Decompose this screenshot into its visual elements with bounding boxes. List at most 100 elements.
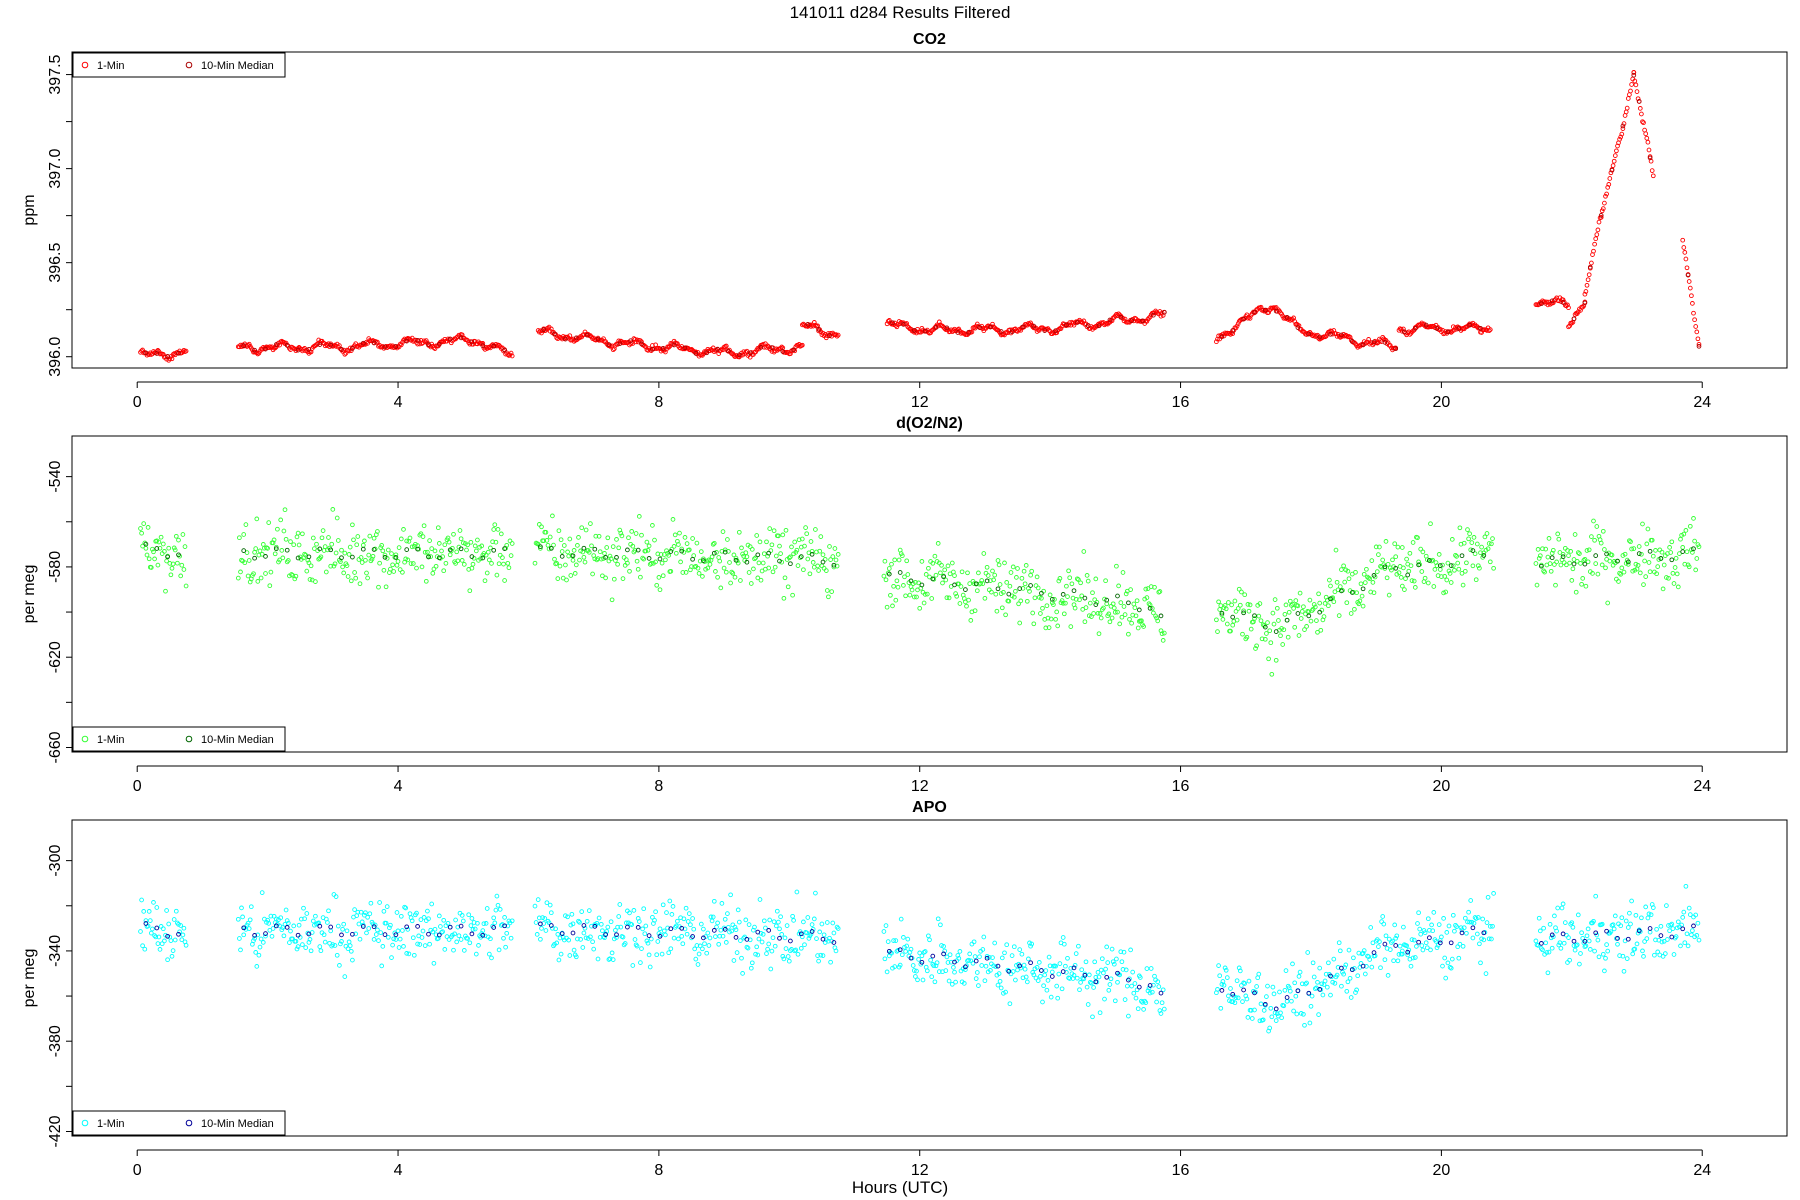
data-point xyxy=(777,926,782,932)
data-point xyxy=(1635,96,1641,102)
legend-marker xyxy=(81,735,89,743)
data-point xyxy=(707,562,713,567)
data-point xyxy=(609,597,615,603)
data-point xyxy=(1490,923,1495,929)
data-point xyxy=(1103,578,1108,584)
data-point xyxy=(617,339,623,345)
median-point xyxy=(1371,950,1377,955)
data-point xyxy=(1490,536,1495,541)
data-point xyxy=(754,533,760,538)
data-point xyxy=(273,916,279,922)
data-point xyxy=(1277,989,1282,995)
data-point xyxy=(761,551,767,557)
data-point xyxy=(1249,1016,1255,1021)
data-point xyxy=(331,563,337,569)
data-point xyxy=(509,918,515,924)
data-point xyxy=(1586,272,1592,278)
data-point xyxy=(371,535,377,541)
median-point xyxy=(328,924,334,930)
median-point xyxy=(1161,309,1167,315)
data-point xyxy=(1296,633,1302,638)
median-point xyxy=(382,932,388,937)
data-point xyxy=(961,981,967,986)
data-point xyxy=(676,542,681,547)
median-point xyxy=(1437,940,1443,946)
data-point xyxy=(445,535,451,541)
data-point xyxy=(484,570,490,576)
median-point xyxy=(491,547,497,553)
data-point xyxy=(1418,546,1424,552)
data-point xyxy=(547,534,553,540)
median-point xyxy=(1647,926,1653,931)
data-point xyxy=(697,943,703,949)
data-point xyxy=(1405,952,1411,958)
data-point xyxy=(796,931,802,937)
data-point xyxy=(932,553,938,559)
median-point xyxy=(393,555,399,560)
data-point xyxy=(270,540,276,546)
data-point xyxy=(322,544,328,549)
data-point xyxy=(659,951,665,957)
data-point xyxy=(1471,920,1477,926)
data-point xyxy=(1148,966,1154,971)
data-point xyxy=(1273,1018,1279,1023)
data-point xyxy=(1592,948,1597,954)
data-point xyxy=(280,925,286,930)
data-point xyxy=(478,556,483,562)
data-point xyxy=(1290,961,1295,967)
median-point xyxy=(628,338,633,344)
data-point xyxy=(789,544,794,550)
data-point xyxy=(142,540,148,546)
data-point xyxy=(486,951,492,957)
data-point xyxy=(1418,931,1424,937)
data-point xyxy=(1121,604,1127,609)
data-point xyxy=(1456,566,1462,572)
median-point xyxy=(747,350,753,356)
data-point xyxy=(404,538,410,544)
data-point xyxy=(496,561,502,567)
data-point xyxy=(375,529,380,534)
data-point xyxy=(1449,537,1455,542)
data-point xyxy=(945,563,951,569)
data-point xyxy=(237,535,242,541)
x-tick-label: 12 xyxy=(911,394,929,411)
data-point xyxy=(488,545,493,551)
data-point xyxy=(1681,245,1687,250)
data-point xyxy=(910,963,916,968)
data-point xyxy=(892,557,898,563)
data-point xyxy=(758,577,764,583)
data-point xyxy=(1376,944,1381,949)
data-point xyxy=(1592,537,1597,543)
data-point xyxy=(710,914,716,920)
data-point xyxy=(1484,531,1490,536)
data-point xyxy=(1640,119,1645,125)
data-point xyxy=(1035,978,1041,983)
data-point xyxy=(1599,562,1605,568)
median-point xyxy=(897,947,903,953)
data-point xyxy=(739,955,744,961)
data-point xyxy=(1043,968,1049,973)
data-point xyxy=(1541,925,1546,931)
data-point xyxy=(757,539,763,545)
data-point xyxy=(492,920,498,926)
legend-marker xyxy=(81,1119,89,1127)
median-point xyxy=(1382,941,1388,947)
data-point xyxy=(786,958,792,964)
data-point xyxy=(1689,293,1694,299)
median-point xyxy=(805,322,811,327)
data-point xyxy=(180,932,186,938)
data-point xyxy=(555,931,561,937)
data-point xyxy=(1052,597,1057,602)
data-point xyxy=(159,551,165,556)
data-point xyxy=(583,935,589,941)
data-point xyxy=(1116,583,1121,589)
data-point xyxy=(688,922,693,928)
data-point xyxy=(1693,912,1699,918)
data-point xyxy=(684,931,690,937)
data-point xyxy=(461,948,467,953)
median-point xyxy=(766,928,772,933)
data-point xyxy=(635,566,641,572)
data-point xyxy=(445,920,451,926)
data-point xyxy=(485,549,491,555)
data-point xyxy=(1478,960,1483,966)
